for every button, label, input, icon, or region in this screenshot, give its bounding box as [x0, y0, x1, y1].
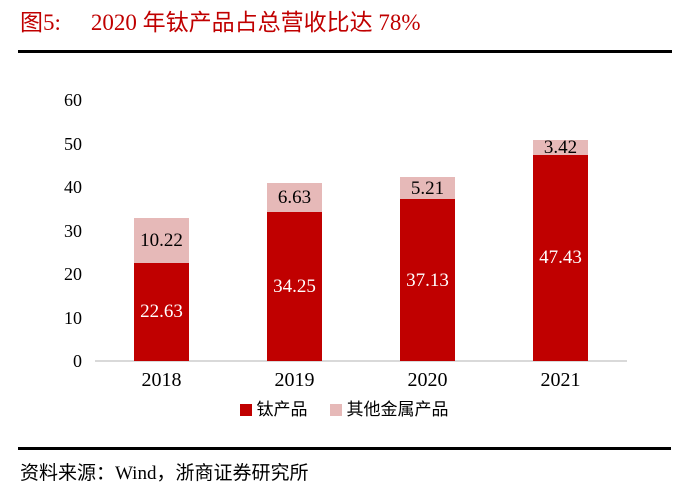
- bar-value-label: 47.43: [539, 247, 582, 269]
- x-tick-label: 2021: [540, 369, 581, 391]
- x-tick-label: 2018: [141, 369, 182, 391]
- bar-value-label: 22.63: [140, 301, 183, 323]
- bar-segment-series1: 5.21: [400, 176, 455, 200]
- bar-segment-series0: 47.43: [533, 154, 588, 361]
- y-tick-label: 20: [64, 264, 82, 284]
- y-tick-label: 10: [64, 307, 82, 328]
- bar-value-label: 10.22: [140, 229, 183, 251]
- x-tick-label: 2019: [274, 369, 315, 391]
- legend-label: 其他金属产品: [346, 400, 449, 419]
- bar-value-label: 37.13: [406, 269, 449, 291]
- bar-segment-series0: 37.13: [400, 199, 455, 361]
- y-tick-label: 30: [64, 220, 82, 241]
- y-tick-label: 60: [64, 90, 82, 110]
- bar-segment-series1: 6.63: [267, 183, 322, 212]
- y-tick-label: 40: [64, 177, 82, 197]
- bar-value-label: 3.42: [543, 136, 578, 158]
- figure-title: 2020 年钛产品占总营收比达 78%: [90, 10, 421, 35]
- legend-item: 钛产品: [239, 400, 308, 419]
- x-axis-line: [95, 360, 627, 362]
- bar-value-label: 5.21: [410, 177, 445, 199]
- bar-segment-series0: 34.25: [267, 212, 322, 361]
- chart-legend: 钛产品 其他金属产品: [0, 401, 688, 419]
- legend-swatch: [239, 404, 252, 416]
- x-tick-label: 2020: [407, 369, 448, 391]
- legend-label: 钛产品: [256, 400, 308, 419]
- y-tick-label: 50: [64, 133, 82, 154]
- bar-segment-series1: 10.22: [134, 218, 189, 263]
- footer-divider: [18, 447, 671, 450]
- figure-label: 图5:: [20, 10, 61, 35]
- bar-value-label: 34.25: [273, 275, 316, 297]
- legend-swatch: [329, 404, 342, 416]
- source-note: 资料来源：Wind，浙商证券研究所: [20, 463, 309, 484]
- bar-value-label: 6.63: [277, 187, 312, 209]
- header-divider: [18, 50, 672, 53]
- bar-segment-series0: 22.63: [134, 262, 189, 361]
- legend-item: 其他金属产品: [329, 400, 449, 419]
- y-tick-label: 0: [73, 351, 82, 371]
- bar-segment-series1: 3.42: [533, 136, 588, 158]
- figure-header: 图5: 2020 年钛产品占总营收比达 78%: [20, 8, 668, 38]
